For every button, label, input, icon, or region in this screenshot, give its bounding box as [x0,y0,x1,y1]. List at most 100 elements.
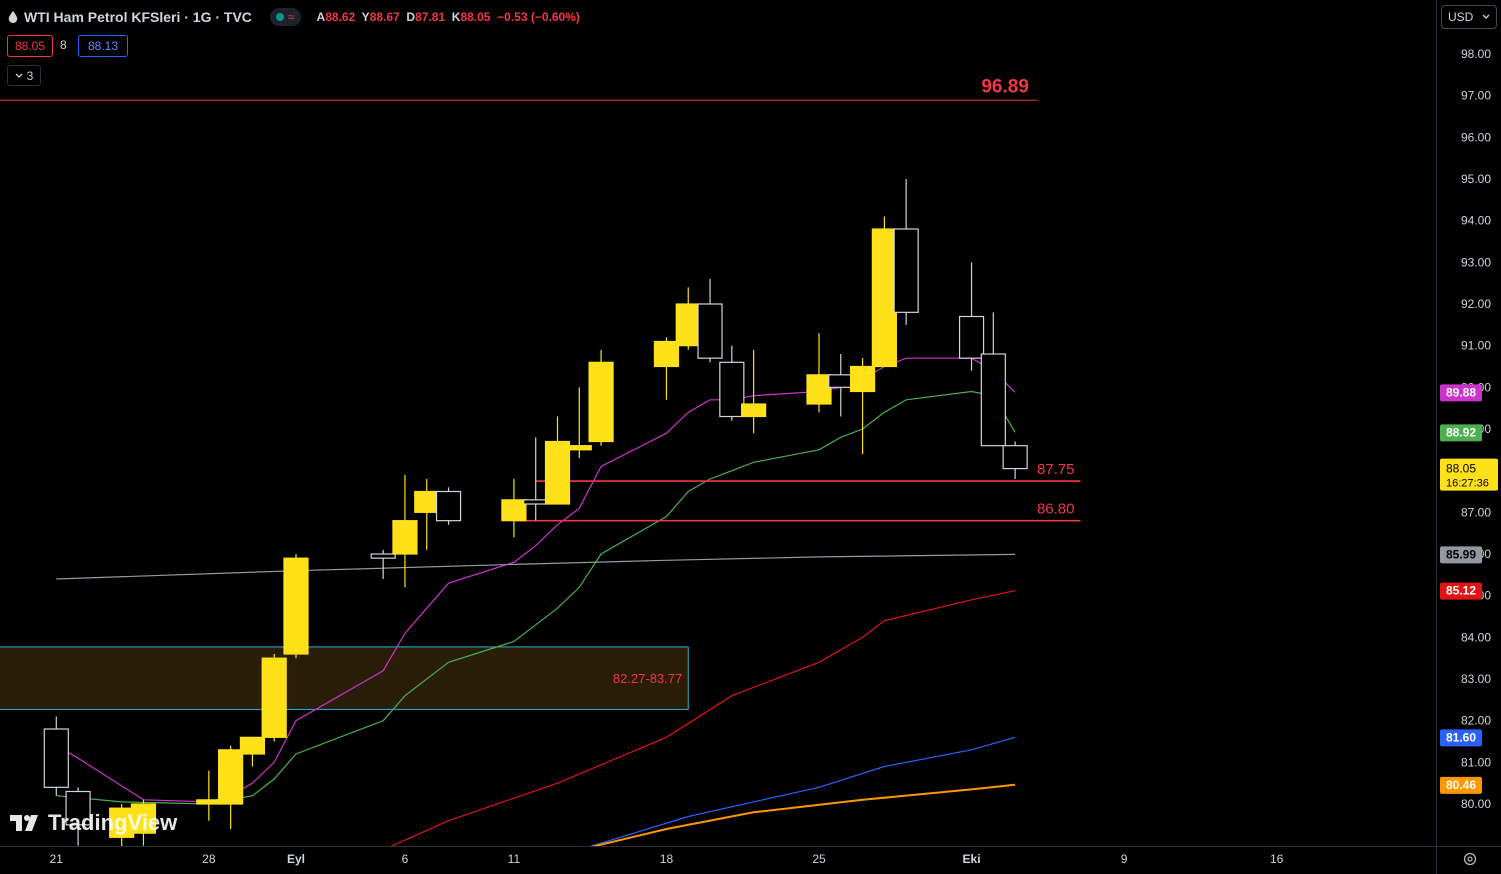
candle[interactable] [130,799,157,846]
time-axis-tick: 21 [50,852,64,866]
candle[interactable] [239,736,266,767]
market-open-dot-icon [275,13,284,21]
ma-price-tag [1440,729,1482,747]
candle[interactable] [980,312,1006,447]
candle-body [523,499,549,505]
price-axis-tick: 93.00 [1461,255,1491,269]
candle[interactable] [697,279,723,363]
candle[interactable] [588,349,614,446]
candle[interactable] [43,716,69,796]
tradingview-logo-icon [10,815,38,831]
ma-price-tag [1440,546,1482,564]
candle[interactable] [675,287,701,350]
bar-countdown-label: 16:27:36 [1446,478,1489,490]
sell-price-button[interactable]: 88.05 [7,35,53,57]
candle[interactable] [261,654,287,742]
candle[interactable] [501,479,527,538]
horizontal-line-label-96.89: 96.89 [981,76,1029,97]
price-axis-tick: 87.00 [1461,505,1491,519]
support-zone-label: 82.27-83.77 [613,671,682,686]
chevron-down-icon [1482,14,1490,19]
moving-average-line-4[interactable] [383,590,1016,850]
indicators-collapse-button[interactable]: 3 [7,65,41,86]
price-axis-tick: 82.00 [1461,714,1491,728]
time-axis-tick: 28 [202,852,216,866]
ma-price-tag-label: 88.92 [1446,425,1476,439]
ma-price-tag [1440,776,1482,794]
candle[interactable] [283,554,309,659]
time-axis-tick: Eyl [287,852,305,866]
candle[interactable] [414,479,440,550]
candle[interactable] [653,337,680,400]
candle[interactable] [958,262,985,371]
time-axis-tick: 11 [508,852,521,866]
price-axis-tick: 92.00 [1461,297,1491,311]
candle[interactable] [566,387,592,459]
price-axis-tick: 91.00 [1461,339,1491,353]
moving-average-line-6[interactable] [579,783,1016,850]
candle-body [1002,445,1028,470]
candle[interactable] [218,745,244,829]
price-axis-tick: 98.00 [1461,47,1491,61]
ma-price-tag [1440,384,1482,402]
plot-area[interactable]: 82.27-83.77 96.89 87.75 86.80 [0,76,1081,854]
candle-body [980,353,1006,447]
time-axis-tick: 16 [1270,852,1284,866]
price-axis-tick: 97.00 [1461,89,1491,103]
buy-price-button[interactable]: 88.13 [78,35,128,57]
candle[interactable] [544,416,571,505]
candle-body [218,749,244,805]
spread-value: 8 [60,38,67,52]
last-price-label: 88.05 [1446,462,1476,476]
ohlc-readout: A88.62 Y88.67 D87.81 K88.05 −0.53 (−0.60… [316,10,580,24]
currency-selector[interactable]: USD [1441,5,1497,29]
time-axis-tick: 25 [812,852,826,866]
candle[interactable] [196,770,222,821]
candle-body [261,657,287,738]
symbol-title[interactable]: WTI Ham Petrol KFSleri · 1G · TVC [24,9,252,25]
candle-body [65,790,91,826]
chart-header: WTI Ham Petrol KFSleri · 1G · TVC ≈ A88.… [8,6,580,28]
candle-body [806,374,832,405]
moving-average-line-2[interactable] [56,390,1016,805]
candle-body [239,736,266,755]
horizontal-line-label-86.80: 86.80 [1037,501,1075,518]
candle[interactable] [392,474,418,588]
candle[interactable] [370,549,396,579]
candle-body [196,799,222,805]
candle-body [741,403,767,418]
support-zone[interactable] [0,646,689,710]
candle[interactable] [65,787,91,846]
settings-gear-icon[interactable] [1462,851,1478,867]
market-status-badge[interactable]: ≈ [269,8,301,26]
candle-body [675,303,701,347]
time-axis-tick: 9 [1121,852,1128,866]
price-axis-tick: 83.00 [1461,672,1491,686]
candle[interactable] [719,345,745,421]
candle-body [392,520,418,555]
candle[interactable] [1002,441,1028,480]
candle[interactable] [523,437,549,521]
ma-price-tag [1440,582,1482,600]
ma-price-tag-label: 85.12 [1446,584,1476,598]
time-axis-tick: 6 [402,852,409,866]
candle[interactable] [806,333,832,413]
candle[interactable] [109,804,135,854]
moving-average-line-5[interactable] [579,736,1016,850]
candle-body [893,228,919,313]
ma-price-tag-label: 89.88 [1446,385,1476,399]
moving-average-line-3[interactable] [56,553,1016,580]
ma-price-tag [1440,424,1482,442]
candle[interactable] [741,349,767,434]
candle[interactable] [828,354,854,417]
candle-body [501,499,527,522]
currency-label: USD [1448,10,1474,24]
candle[interactable] [893,179,919,325]
candle[interactable] [871,216,897,368]
moving-average-line-1[interactable] [56,357,1016,803]
candle-body [871,228,897,368]
candle[interactable] [849,358,876,454]
tradingview-logo[interactable]: TradingView [10,810,177,836]
candle[interactable] [435,487,462,525]
